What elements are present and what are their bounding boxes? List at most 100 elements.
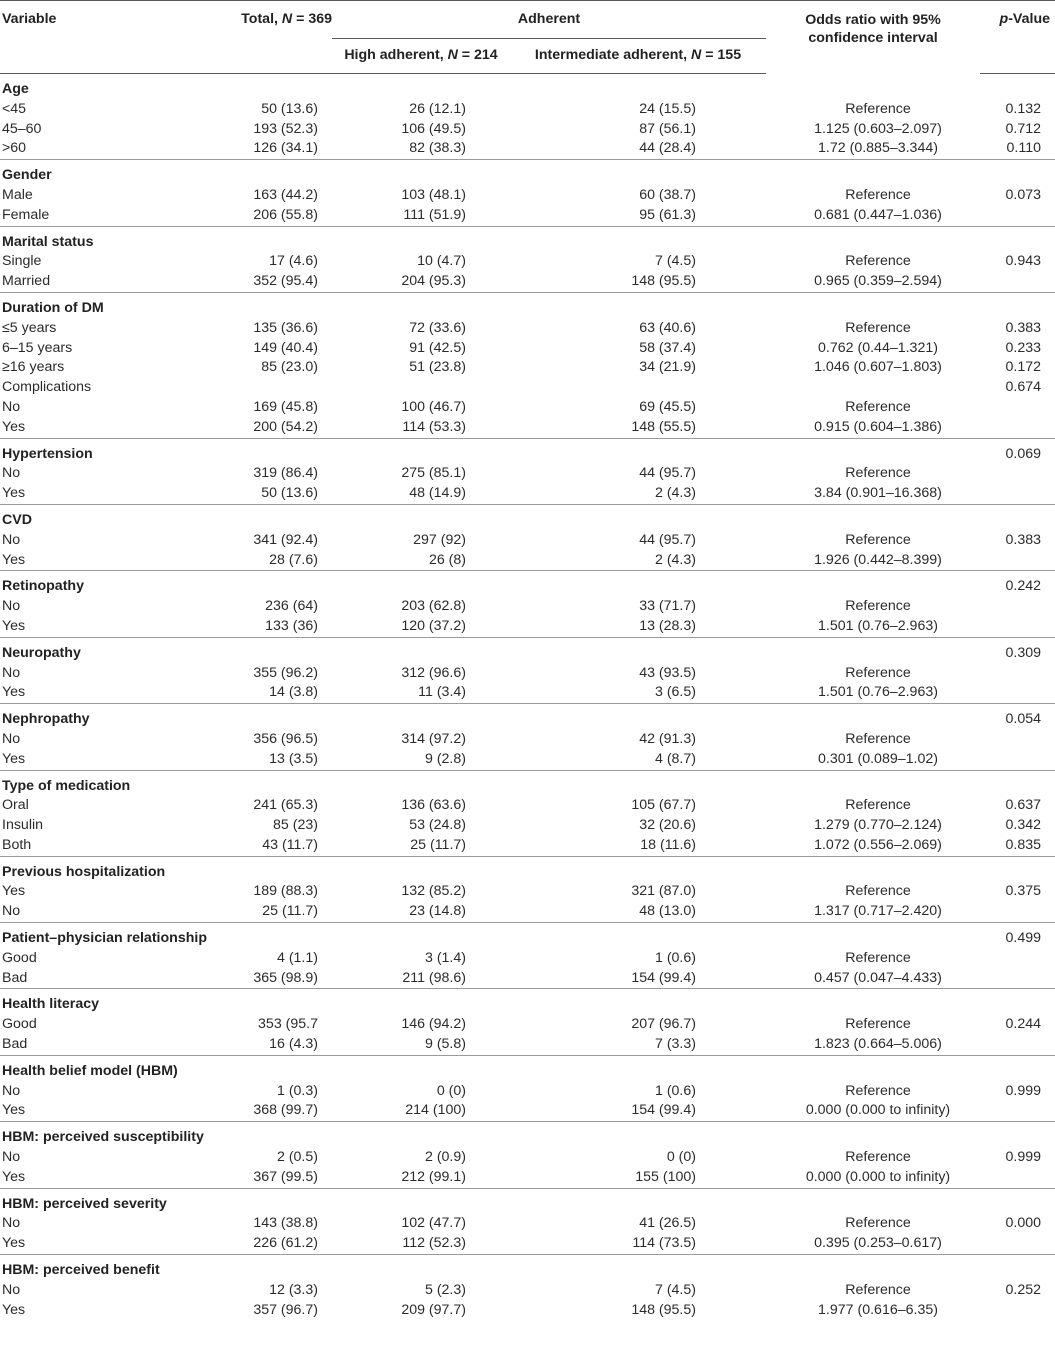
intermediate-adherent-cell: 48 (13.0) — [510, 902, 766, 924]
total-cell: 206 (55.8) — [232, 205, 332, 227]
row-label: Yes — [2, 883, 26, 900]
group-label: HBM: perceived susceptibility — [2, 1129, 204, 1146]
high-adherent-cell: 209 (97.7) — [401, 1301, 466, 1318]
group-p-value — [980, 770, 1055, 796]
group-header-row: HBM: perceived severity — [0, 1188, 1055, 1214]
header-p-value: p-Value — [980, 0, 1055, 39]
group-label: CVD — [2, 511, 32, 528]
high-adherent-cell: 114 (53.3) — [332, 417, 510, 439]
group-label: Patient–physician relationship — [2, 930, 207, 947]
total-cell: 193 (52.3) — [253, 120, 318, 137]
intermediate-adherent-cell: 34 (21.9) — [639, 359, 696, 376]
total-cell: 85 (23) — [273, 817, 318, 834]
p-value-cell: 0.110 — [980, 139, 1055, 161]
odds-ratio-cell: Reference — [845, 1149, 911, 1166]
total-cell: 341 (92.4) — [253, 531, 318, 548]
total-cell: 163 (44.2) — [253, 186, 318, 203]
high-adherent-cell: 53 (24.8) — [409, 817, 466, 834]
intermediate-adherent-cell: 3 (6.5) — [510, 683, 766, 705]
odds-ratio-cell: 3.84 (0.901–16.368) — [766, 484, 980, 505]
intermediate-adherent-cell: 155 (100) — [510, 1167, 766, 1189]
table-row: Yes 367 (99.5) 212 (99.1) 155 (100) 0.000 (0… — [0, 1167, 1055, 1189]
group-p-value — [980, 1255, 1055, 1281]
row-label: Good — [2, 1016, 37, 1033]
intermediate-adherent-cell: 44 (28.4) — [510, 139, 766, 161]
group-label: Marital status — [2, 233, 94, 250]
odds-ratio-cell: Reference — [845, 186, 911, 203]
total-cell: 352 (95.4) — [232, 272, 332, 293]
high-adherent-cell: 11 (3.4) — [332, 683, 510, 705]
odds-ratio-cell: Reference — [845, 730, 911, 747]
high-adherent-cell: 23 (14.8) — [332, 902, 510, 924]
group-label: Duration of DM — [2, 299, 104, 316]
row-label: 45–60 — [2, 120, 42, 137]
intermediate-adherent-cell: 69 (45.5) — [639, 398, 696, 415]
p-value-cell: 0.943 — [1005, 253, 1041, 270]
high-adherent-cell: 106 (49.5) — [401, 120, 466, 137]
high-adherent-cell: 0 (0) — [436, 1082, 466, 1099]
high-adherent-cell — [332, 378, 510, 398]
odds-ratio-cell: 0.395 (0.253–0.617) — [766, 1234, 980, 1256]
total-cell: 12 (3.3) — [269, 1281, 318, 1298]
total-cell: 226 (61.2) — [232, 1234, 332, 1256]
group-label: Type of medication — [2, 777, 131, 794]
high-adherent-cell: 214 (100) — [332, 1101, 510, 1123]
p-value-cell: 0.132 — [1005, 100, 1041, 117]
p-value-cell — [980, 683, 1055, 705]
row-label: No — [0, 902, 232, 924]
high-adherent-cell: 10 (4.7) — [417, 253, 466, 270]
high-adherent-cell: 25 (11.7) — [332, 835, 510, 857]
intermediate-adherent-cell: 154 (99.4) — [510, 968, 766, 990]
total-cell: 17 (4.6) — [269, 253, 318, 270]
group-header-row: Previous hospitalization — [0, 856, 1055, 882]
row-label: Yes — [0, 417, 232, 439]
group-p-value — [980, 504, 1055, 530]
table-row: No 236 (64) 203 (62.8) 33 (71.7) Reference — [0, 597, 1055, 617]
high-adherent-cell: 275 (85.1) — [401, 465, 466, 482]
odds-ratio-cell: 0.457 (0.047–4.433) — [766, 968, 980, 990]
p-value-cell — [980, 484, 1055, 505]
group-p-value: 0.054 — [1005, 711, 1041, 728]
table-row: Married 352 (95.4) 204 (95.3) 148 (95.5) 0.9… — [0, 272, 1055, 293]
total-cell: 353 (95.7 — [258, 1016, 318, 1033]
row-label: Yes — [2, 1301, 26, 1318]
header-total: Total, N = 369 — [232, 0, 332, 39]
intermediate-adherent-cell: 24 (15.5) — [639, 100, 696, 117]
total-cell: 14 (3.8) — [232, 683, 332, 705]
row-label: Yes — [0, 616, 232, 638]
row-label: Female — [0, 205, 232, 227]
odds-ratio-cell: 1.279 (0.770–2.124) — [814, 817, 942, 834]
row-label: Oral — [2, 797, 29, 814]
total-cell: 126 (34.1) — [232, 139, 332, 161]
row-label: No — [2, 1082, 21, 1099]
header-adherent: Adherent — [332, 0, 766, 39]
group-label: Neuropathy — [2, 644, 81, 661]
high-adherent-cell: 314 (97.2) — [401, 730, 466, 747]
row-label: Bad — [0, 1035, 232, 1056]
odds-ratio-cell: 0.000 (0.000 to infinity) — [766, 1167, 980, 1189]
p-value-cell — [980, 749, 1055, 771]
group-p-value — [980, 226, 1055, 252]
table-row: Female 206 (55.8) 111 (51.9) 95 (61.3) 0.681… — [0, 205, 1055, 227]
table-row: >60 126 (34.1) 82 (38.3) 44 (28.4) 1.72 (0.8… — [0, 139, 1055, 161]
row-label: No — [2, 465, 21, 482]
p-value-cell — [980, 398, 1055, 418]
row-label: Insulin — [2, 817, 44, 834]
row-label: Good — [2, 949, 37, 966]
group-p-value — [980, 856, 1055, 882]
group-p-value — [980, 292, 1055, 318]
group-header-row: HBM: perceived susceptibility — [0, 1122, 1055, 1148]
row-label: Yes — [0, 484, 232, 505]
row-label: Complications — [2, 379, 92, 396]
high-adherent-cell: 100 (46.7) — [401, 398, 466, 415]
table-row: No 319 (86.4) 275 (85.1) 44 (95.7) Reference — [0, 464, 1055, 484]
table-row: Yes 28 (7.6) 26 (8) 2 (4.3) 1.926 (0.442–8.3… — [0, 550, 1055, 572]
intermediate-adherent-cell: 1 (0.6) — [654, 1082, 696, 1099]
table-row: No 1 (0.3) 0 (0) 1 (0.6) Reference 0.999 — [0, 1082, 1055, 1102]
intermediate-adherent-cell: 44 (95.7) — [639, 531, 696, 548]
group-header-row: Retinopathy 0.242 — [0, 571, 1055, 597]
intermediate-adherent-cell: 148 (95.5) — [510, 272, 766, 293]
p-value-cell: 0.375 — [1005, 883, 1041, 900]
group-header-row: Health literacy — [0, 989, 1055, 1015]
group-header-row: Age — [0, 74, 1055, 100]
